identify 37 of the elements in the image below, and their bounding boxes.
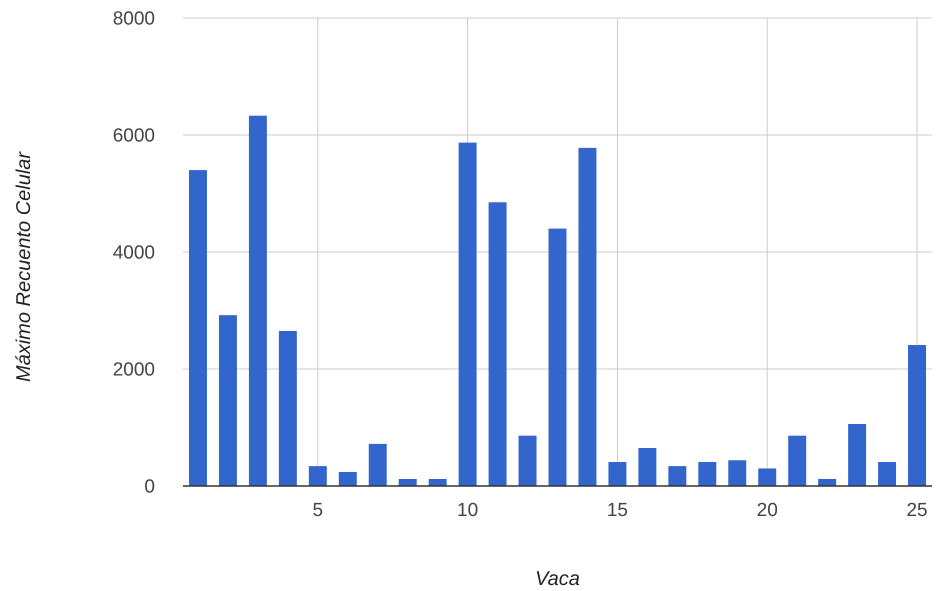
bar xyxy=(308,466,327,486)
bar xyxy=(548,228,566,486)
y-axis-title: Máximo Recuento Celular xyxy=(13,150,35,382)
x-tick-label: 5 xyxy=(312,500,324,521)
bar xyxy=(758,468,776,486)
y-tick-label: 6000 xyxy=(112,126,155,147)
bar xyxy=(338,472,357,486)
bar xyxy=(908,345,926,486)
bar xyxy=(578,148,596,486)
bar xyxy=(398,478,417,486)
bar xyxy=(368,444,387,486)
bar xyxy=(428,478,447,486)
x-axis-title: Vaca xyxy=(535,568,580,590)
bar xyxy=(698,462,716,486)
bar xyxy=(848,424,866,486)
y-tick-label: 2000 xyxy=(112,360,155,381)
x-tick-label: 10 xyxy=(457,500,478,521)
bar xyxy=(188,170,207,486)
bar xyxy=(248,116,267,486)
bar xyxy=(638,448,656,486)
x-tick-label: 15 xyxy=(606,500,628,521)
y-tick-label: 0 xyxy=(144,476,155,498)
bar xyxy=(218,315,237,486)
bar xyxy=(608,462,626,486)
bar xyxy=(488,202,507,486)
x-tick-label: 20 xyxy=(756,500,778,521)
bar xyxy=(878,462,896,486)
y-tick-label: 4000 xyxy=(112,242,155,264)
bar xyxy=(518,436,537,486)
bar xyxy=(278,330,297,486)
bar xyxy=(458,142,477,486)
y-tick-label: 8000 xyxy=(112,8,155,30)
bar xyxy=(788,436,806,486)
bar xyxy=(668,466,686,486)
bar xyxy=(818,478,836,486)
x-tick-label: 25 xyxy=(906,500,928,521)
bar xyxy=(728,460,746,486)
